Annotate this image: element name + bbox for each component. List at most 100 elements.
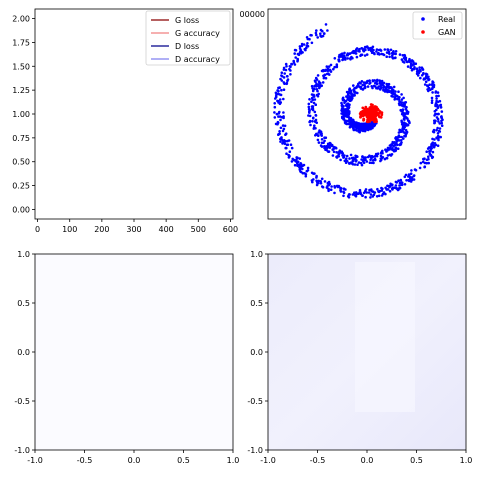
real-point <box>403 54 407 57</box>
real-point <box>412 174 416 177</box>
real-point <box>341 58 344 62</box>
real-point <box>390 86 393 90</box>
real-point <box>320 138 324 141</box>
real-point <box>345 90 349 94</box>
real-point <box>351 118 355 122</box>
real-point <box>311 117 315 120</box>
real-point <box>286 79 289 83</box>
field-right-y-tick-label: -0.5 <box>247 397 263 406</box>
real-point <box>349 153 353 157</box>
real-point <box>304 173 308 176</box>
real-point <box>435 128 438 132</box>
real-point <box>394 184 398 187</box>
real-point <box>337 152 341 156</box>
real-point <box>279 140 282 143</box>
real-point <box>367 191 371 194</box>
real-point <box>405 105 408 109</box>
real-point <box>290 146 294 150</box>
real-point <box>285 81 289 85</box>
real-point <box>335 151 338 154</box>
real-point <box>281 142 284 145</box>
real-point <box>358 188 362 192</box>
real-point <box>373 157 377 161</box>
real-point <box>278 130 281 133</box>
real-point <box>326 145 330 149</box>
real-point <box>394 147 398 150</box>
real-point <box>436 126 439 130</box>
real-point <box>326 29 329 32</box>
real-point <box>394 90 397 93</box>
real-point <box>359 82 362 85</box>
real-point <box>354 194 358 198</box>
real-point <box>341 56 345 59</box>
real-point <box>363 124 366 128</box>
real-point <box>391 54 394 57</box>
real-point <box>382 81 386 85</box>
real-point <box>395 181 399 184</box>
gan-point <box>377 112 381 115</box>
real-point <box>298 45 302 48</box>
real-point <box>282 81 286 84</box>
real-point <box>354 157 357 160</box>
real-point <box>389 48 393 52</box>
real-point <box>299 48 303 52</box>
real-point <box>368 82 371 85</box>
field-left-axes: -1.0 -0.5 0.0 0.5 1.0 -1.0 -0.5 0.0 0.5 1.0 <box>14 250 239 465</box>
real-point <box>400 135 404 139</box>
field-chart-left: -1.0 -0.5 0.0 0.5 1.0 -1.0 -0.5 0.0 0.5 1.0 <box>14 250 239 465</box>
real-point <box>350 156 354 160</box>
real-point <box>295 156 299 159</box>
real-point <box>400 183 404 187</box>
real-point <box>374 81 377 85</box>
real-point <box>383 157 387 161</box>
real-point <box>372 161 375 165</box>
real-point <box>413 168 417 171</box>
real-point <box>313 172 316 175</box>
real-point <box>338 53 341 57</box>
real-point <box>402 103 405 106</box>
real-point <box>343 56 347 59</box>
field-left-x-tick-label: 0.5 <box>177 456 190 465</box>
real-point <box>372 51 376 55</box>
real-point <box>314 80 317 83</box>
real-point <box>416 74 420 77</box>
scatter-legend-marker <box>421 17 425 21</box>
real-point <box>438 130 442 133</box>
real-point <box>381 149 384 153</box>
real-point <box>357 161 361 164</box>
real-point <box>300 42 304 46</box>
real-point <box>278 98 282 101</box>
loss-y-tick-label: 0.75 <box>12 134 30 143</box>
gan-point <box>380 112 383 116</box>
real-point <box>388 189 392 193</box>
gan-point <box>373 115 377 118</box>
real-point <box>436 100 440 104</box>
real-point <box>361 155 364 158</box>
real-point <box>328 73 331 76</box>
real-point <box>364 156 368 159</box>
loss-y-axis: 0.00 0.25 0.50 0.75 1.00 1.25 1.50 1.75 2.00 <box>12 15 35 214</box>
gan-point <box>364 105 368 109</box>
real-point <box>294 159 298 163</box>
scatter-legend-label: GAN <box>438 28 456 37</box>
gan-point <box>374 106 378 110</box>
real-point <box>346 113 350 117</box>
real-point <box>365 81 369 85</box>
real-point <box>348 157 351 160</box>
real-point <box>373 123 376 127</box>
real-point <box>279 77 282 81</box>
real-point <box>384 86 388 90</box>
real-point <box>386 84 390 88</box>
real-point <box>315 88 319 91</box>
real-point <box>375 195 379 198</box>
real-point <box>386 154 390 157</box>
real-point <box>353 163 357 166</box>
real-point <box>436 144 440 147</box>
real-point <box>371 195 375 198</box>
real-point <box>316 74 320 77</box>
real-point <box>278 86 282 89</box>
real-point <box>292 59 296 63</box>
real-point <box>393 98 397 101</box>
real-point <box>399 179 403 182</box>
loss-chart: 0.00 0.25 0.50 0.75 1.00 1.25 1.50 1.75 2.00 0 10… <box>12 8 238 234</box>
